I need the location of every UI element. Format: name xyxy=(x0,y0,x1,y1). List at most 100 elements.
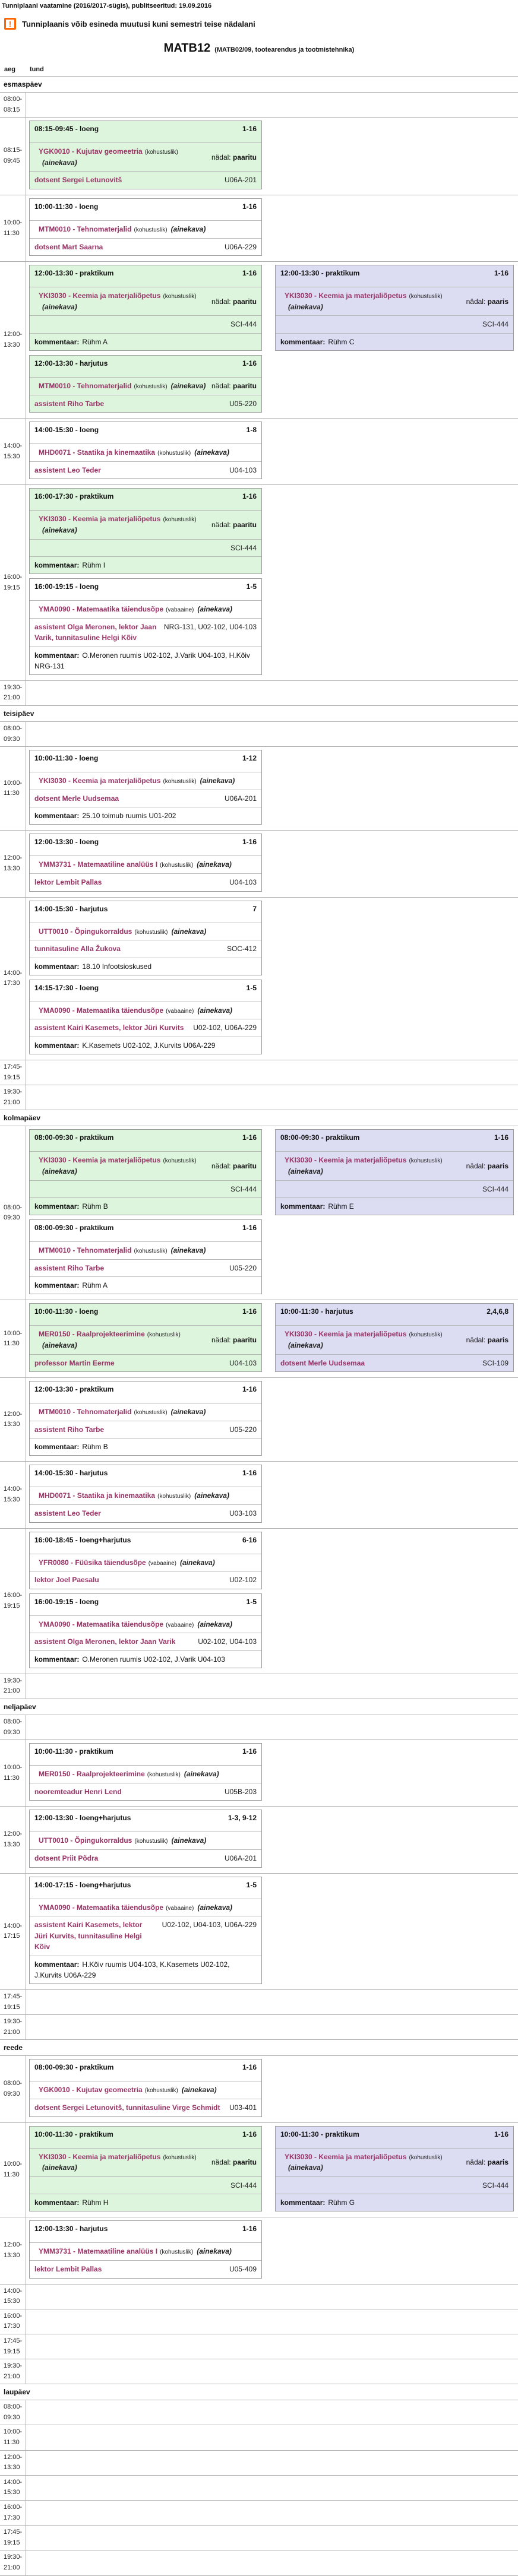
event-block: 10:00-11:30 - loeng 1-16 MER0150 - Raalpro… xyxy=(29,1303,262,1373)
comment-row: kommentaar: 18.10 Infootsioskused xyxy=(30,957,261,975)
time-slot-label: 16:00-19:15 xyxy=(0,1528,26,1674)
ainekava-link[interactable]: (ainekava) xyxy=(181,2086,217,2095)
ainekava-link[interactable]: (ainekava) xyxy=(288,2163,323,2172)
row-content xyxy=(26,2400,518,2425)
event-weeks: 1-16 xyxy=(242,1133,257,1142)
ainekava-link[interactable]: (ainekava) xyxy=(42,158,77,167)
event-weeks: 1-16 xyxy=(242,838,257,847)
event-time-type: 10:00-11:30 - praktikum xyxy=(34,2130,113,2138)
ainekava-link[interactable]: (ainekava) xyxy=(42,302,77,311)
event-block: 14:00-15:30 - loeng 1-8 MHD0071 - Staatika… xyxy=(29,422,262,480)
comment-row: kommentaar: Rühm C xyxy=(276,332,513,350)
event-header: 10:00-11:30 - praktikum 1-16 xyxy=(30,2127,261,2148)
room: SCI-444 xyxy=(230,320,257,329)
room: U02-102, U04-103, U06A-229 xyxy=(162,1921,257,1929)
events-column-right: 08:00-09:30 - praktikum 1-16 YKI3030 - Kee… xyxy=(275,1129,514,1216)
comment-text: Rühm I xyxy=(82,561,106,570)
ainekava-link[interactable]: (ainekava) xyxy=(197,605,233,614)
ainekava-link[interactable]: (ainekava) xyxy=(197,860,232,869)
time-slot-label: 10:00-11:30 xyxy=(0,2425,26,2450)
time-slot-label: 19:30-21:00 xyxy=(0,2015,26,2040)
event-weeks: 1-16 xyxy=(494,1133,508,1142)
course-kind: (kohustuslik) xyxy=(157,1493,191,1500)
ainekava-link[interactable]: (ainekava) xyxy=(194,448,229,457)
week-parity: nädal: paaris xyxy=(466,1162,508,1170)
ainekava-link[interactable]: (ainekava) xyxy=(184,1770,219,1779)
col-header-tund: tund xyxy=(30,66,44,73)
teacher-room-row: lektor Joel Paesalu U02-102 xyxy=(30,1571,261,1589)
event-weeks: 1-16 xyxy=(494,2130,508,2138)
ainekava-link[interactable]: (ainekava) xyxy=(197,1006,233,1015)
ainekava-link[interactable]: (ainekava) xyxy=(197,2247,232,2256)
comment-text: K.Kasemets U02-102, J.Kurvits U06A-229 xyxy=(82,1041,216,1050)
ainekava-link[interactable]: (ainekava) xyxy=(170,1246,206,1255)
course-title: MTM0010 - Tehnomaterjalid xyxy=(39,224,132,233)
ainekava-link[interactable]: (ainekava) xyxy=(42,1341,77,1349)
events-column-left: 12:00-13:30 - harjutus 1-16 YMM3731 - Mate… xyxy=(29,2220,262,2279)
course-title: YKI3030 - Keemia ja materjaliõpetus xyxy=(39,1156,161,1165)
course-info: YGK0010 - Kujutav geomeetria (kohustuslik… xyxy=(34,146,211,168)
ainekava-link[interactable]: (ainekava) xyxy=(170,224,206,233)
event-weeks: 6-16 xyxy=(242,1535,257,1544)
week-label: nädal: xyxy=(211,520,231,529)
room: U05B-203 xyxy=(224,1787,257,1796)
ainekava-link[interactable]: (ainekava) xyxy=(170,381,206,390)
room-row: SCI-444 xyxy=(276,315,513,333)
event-weeks: 1-16 xyxy=(242,1385,257,1394)
course-row: YMA0090 - Matemaatika täiendusõpe (vabaai… xyxy=(30,1615,261,1633)
time-slot-label: 19:30-21:00 xyxy=(0,1085,26,1110)
comment-text: O.Meronen ruumis U02-102, J.Varik U04-10… xyxy=(34,651,250,670)
row-content: 14:00-15:30 - loeng 1-8 MHD0071 - Staatika… xyxy=(26,419,518,484)
week-label: nädal: xyxy=(211,1335,231,1344)
event-weeks: 1-12 xyxy=(242,754,257,763)
ainekava-link[interactable]: (ainekava) xyxy=(288,1341,323,1349)
comment-row: kommentaar: Rühm B xyxy=(30,1438,261,1455)
event-block: 10:00-11:30 - harjutus 2,4,6,8 YKI3030 - K… xyxy=(275,1303,514,1373)
event-weeks: 1-5 xyxy=(246,983,257,992)
ainekava-link[interactable]: (ainekava) xyxy=(200,777,235,785)
ainekava-link[interactable]: (ainekava) xyxy=(42,525,77,534)
comment-row: kommentaar: H.Kõiv ruumis U04-103, K.Kase… xyxy=(30,1956,261,1984)
time-row: 08:00-08:15 xyxy=(0,92,518,118)
time-slot-label: 10:00-11:30 xyxy=(0,195,26,262)
event-header: 12:00-13:30 - praktikum 1-16 xyxy=(30,1382,261,1403)
comment-text: H.Kõiv ruumis U04-103, K.Kasemets U02-10… xyxy=(34,1960,230,1979)
teacher-room-row: assistent Riho Tarbe U05-220 xyxy=(30,1420,261,1438)
course-info: MER0150 - Raalprojekteerimine (kohustusli… xyxy=(34,1769,257,1780)
course-kind: (vabaaine) xyxy=(166,1007,194,1015)
comment-label: kommentaar: xyxy=(34,962,80,971)
ainekava-link[interactable]: (ainekava) xyxy=(194,1491,229,1500)
event-header: 08:00-09:30 - praktikum 1-16 xyxy=(276,1130,513,1151)
week-parity: nädal: paaritu xyxy=(211,1336,257,1344)
event-header: 10:00-11:30 - harjutus 2,4,6,8 xyxy=(276,1304,513,1325)
events-column-left: 14:00-17:15 - loeng+harjutus 1-5 YMA0090 -… xyxy=(29,1876,262,1984)
course-row: MTM0010 - Tehnomaterjalid (kohustuslik) (a… xyxy=(30,1241,261,1259)
time-slot-label: 08:00-09:30 xyxy=(0,1126,26,1300)
comment-label: kommentaar: xyxy=(280,337,326,346)
course-row: YGK0010 - Kujutav geomeetria (kohustuslik… xyxy=(30,2081,261,2099)
time-slot-label: 12:00-13:30 xyxy=(0,1807,26,1873)
event-time-type: 12:00-13:30 - harjutus xyxy=(34,2225,108,2233)
ainekava-link[interactable]: (ainekava) xyxy=(42,1167,77,1175)
ainekava-link[interactable]: (ainekava) xyxy=(171,1836,207,1845)
event-weeks: 1-16 xyxy=(242,202,257,211)
ainekava-link[interactable]: (ainekava) xyxy=(179,1558,215,1567)
event-time-type: 16:00-17:30 - praktikum xyxy=(34,492,114,501)
room-row: SCI-444 xyxy=(30,1180,261,1198)
course-info: YKI3030 - Keemia ja materjaliõpetus (kohu… xyxy=(34,1155,211,1177)
time-slot-label: 19:30-21:00 xyxy=(0,2550,26,2575)
course-title: YKI3030 - Keemia ja materjaliõpetus xyxy=(285,2152,407,2161)
ainekava-link[interactable]: (ainekava) xyxy=(197,1620,233,1628)
ainekava-link[interactable]: (ainekava) xyxy=(197,1903,233,1912)
time-row: 14:00-15:30 xyxy=(0,2474,518,2501)
ainekava-link[interactable]: (ainekava) xyxy=(288,302,323,311)
teachers: dotsent Merle Uudsemaa xyxy=(280,1358,365,1367)
room: U04-103 xyxy=(229,878,257,887)
ainekava-link[interactable]: (ainekava) xyxy=(171,927,207,936)
event-block: 12:00-13:30 - loeng+harjutus 1-3, 9-12 UTT… xyxy=(29,1810,262,1868)
ainekava-link[interactable]: (ainekava) xyxy=(42,2163,77,2172)
ainekava-link[interactable]: (ainekava) xyxy=(288,1167,323,1175)
ainekava-link[interactable]: (ainekava) xyxy=(170,1408,206,1417)
row-content xyxy=(26,681,518,705)
teacher-room-row: dotsent Merle Uudsemaa U06A-201 xyxy=(30,789,261,807)
